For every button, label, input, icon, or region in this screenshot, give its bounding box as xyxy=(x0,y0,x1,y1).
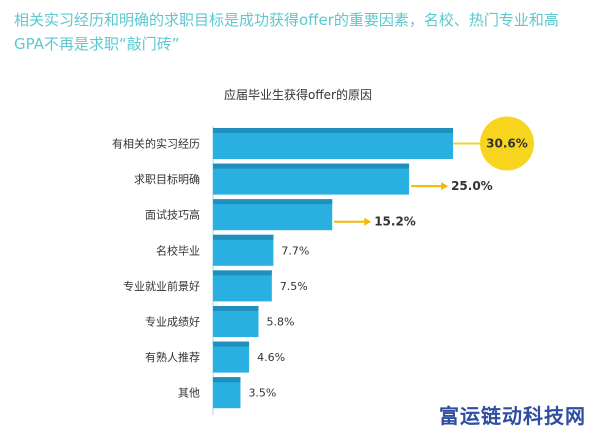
bar xyxy=(213,341,250,373)
category-labels-group: 有相关的实习经历求职目标明确面试技巧高名校毕业专业就业前景好专业成绩好有熟人推荐… xyxy=(112,137,200,400)
arrow-head xyxy=(364,217,372,226)
bar xyxy=(213,199,333,231)
headline: 相关实习经历和明确的求职目标是成功获得offer的重要因素，名校、热门专业和高G… xyxy=(14,11,559,53)
value-label: 25.0% xyxy=(451,179,493,193)
bar-top-shade xyxy=(213,163,410,169)
bar-top-shade xyxy=(213,306,259,311)
watermark: 富运链动科技网 xyxy=(439,404,586,428)
value-labels-group: 30.6% 25.0% 15.2% 7.7% 7.5% 5.8% 4.6% 3.5% xyxy=(248,116,534,400)
category-label: 求职目标明确 xyxy=(134,172,200,186)
bar-top-shade xyxy=(213,377,241,383)
category-label: 有相关的实习经历 xyxy=(112,137,200,151)
value-label: 5.8% xyxy=(266,316,294,329)
bar xyxy=(213,270,272,302)
bar-top-shade xyxy=(213,270,272,276)
value-label: 7.7% xyxy=(281,244,309,257)
category-label: 其他 xyxy=(178,387,200,400)
bar-top-shade xyxy=(213,341,250,347)
bar xyxy=(213,128,453,159)
arrow-head xyxy=(441,182,449,191)
value-label: 15.2% xyxy=(374,215,416,229)
value-label: 3.5% xyxy=(248,387,276,400)
bar xyxy=(213,377,241,409)
bar xyxy=(213,306,259,337)
value-label: 30.6% xyxy=(486,137,528,151)
category-label: 专业就业前景好 xyxy=(123,279,200,293)
category-label: 面试技巧高 xyxy=(145,208,200,222)
chart-title: 应届毕业生获得offer的原因 xyxy=(224,88,372,102)
category-label: 专业成绩好 xyxy=(145,315,200,329)
bar-top-shade xyxy=(213,234,274,240)
value-label: 4.6% xyxy=(257,351,285,364)
value-label: 7.5% xyxy=(280,280,308,293)
bar xyxy=(213,163,410,195)
bars-group xyxy=(212,126,453,415)
bar-top-shade xyxy=(213,128,453,133)
highlight-circle xyxy=(480,116,534,171)
bar-top-shade xyxy=(213,199,333,205)
category-label: 名校毕业 xyxy=(156,243,200,257)
category-label: 有熟人推荐 xyxy=(145,350,200,364)
bar xyxy=(213,234,274,266)
